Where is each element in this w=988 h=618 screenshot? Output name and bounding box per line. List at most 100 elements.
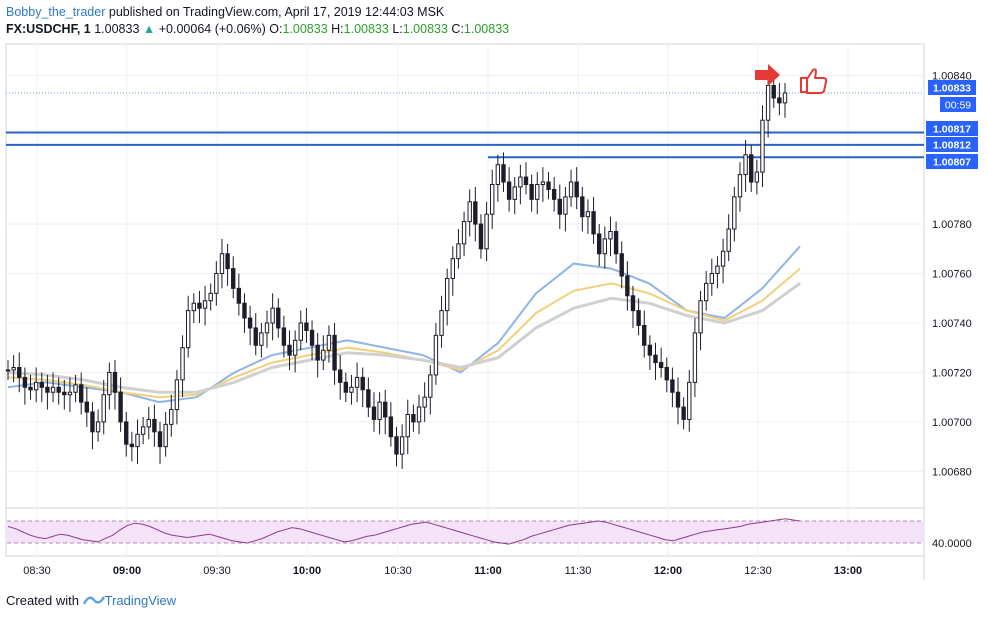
price-tick-label: 1.00740 (932, 318, 972, 330)
candle-up (687, 381, 692, 420)
time-tick-label: 09:00 (113, 565, 141, 577)
current-price-label-bg (928, 80, 976, 95)
candle-up (568, 181, 574, 198)
candle-up (107, 371, 112, 396)
tradingview-brand[interactable]: TradingView (104, 593, 177, 608)
candle-down (636, 310, 641, 326)
candle-down (597, 233, 602, 255)
candle-down (523, 176, 529, 185)
rsi-indicator: 40.0000 (7, 518, 972, 550)
candle-up (726, 228, 731, 252)
candle-down (371, 406, 377, 420)
candle-down (681, 406, 686, 420)
published-text: published on TradingView.com, April 17, … (105, 5, 445, 19)
candle-up (264, 322, 270, 334)
up-triangle-icon: ▲ (142, 22, 156, 36)
candle-down (338, 369, 343, 383)
price-axis[interactable]: 1.00840 1.00780 1.00760 1.00740 1.00720 1.007… (932, 71, 972, 479)
time-tick-label: 12:30 (744, 565, 772, 577)
candle-down (112, 371, 118, 393)
price-pane[interactable] (5, 43, 925, 509)
level-1-label-bg (926, 121, 978, 136)
candle-down (56, 386, 61, 393)
moving-average-line (7, 282, 801, 394)
price-labels: 1.00833 00:59 1.00817 1.00812 1.00807 (926, 80, 978, 169)
open-label: O: (269, 22, 283, 36)
candle-down (613, 230, 619, 255)
candle-down (478, 223, 484, 250)
low-label: L: (392, 22, 403, 36)
candle-up (11, 367, 16, 371)
candle-up (135, 433, 140, 448)
candle-down (749, 154, 754, 183)
candle-up (461, 221, 467, 245)
candle-down (236, 287, 242, 304)
candle-up (416, 406, 422, 423)
candle-down (253, 327, 258, 346)
candle-up (433, 334, 439, 376)
tradingview-logo-icon[interactable] (82, 593, 105, 605)
time-tick-label: 11:00 (474, 565, 502, 577)
candle-up (456, 243, 461, 260)
time-tick-label: 12:00 (654, 565, 682, 577)
candles (5, 73, 788, 469)
publish-header: Bobby_the_trader published on TradingVie… (6, 4, 444, 21)
thumbs-up-icon[interactable] (800, 68, 828, 94)
candle-up (428, 374, 433, 398)
candle-down (332, 334, 337, 371)
candle-up (146, 418, 151, 428)
candle-down (383, 401, 388, 418)
candle-up (737, 174, 743, 198)
moving-averages (7, 245, 801, 404)
candle-up (180, 347, 185, 381)
candle-up (95, 421, 101, 433)
candle-up (33, 381, 39, 391)
candle-down (247, 317, 253, 329)
candle-up (349, 386, 354, 393)
candle-up (377, 401, 382, 420)
candle-down (62, 391, 67, 396)
candle-down (619, 253, 624, 277)
candle-down (304, 322, 309, 331)
candle-up (518, 176, 523, 188)
candle-down (625, 275, 630, 297)
candle-down (670, 379, 675, 393)
candle-down (281, 327, 287, 346)
candle-down (225, 253, 230, 270)
candle-up (585, 211, 591, 218)
candle-up (490, 183, 495, 215)
level-3-label-bg (926, 154, 978, 169)
horizontal-levels[interactable] (6, 92, 924, 159)
symbol-label: FX:USDCHF, 1 (6, 22, 91, 36)
candle-down (580, 196, 585, 218)
candle-up (169, 409, 174, 425)
candle-up (484, 213, 489, 250)
time-axis[interactable]: 08:30 09:00 09:30 10:00 10:30 11:00 11:30 12:00… (23, 565, 862, 577)
level-2-label-bg (926, 137, 978, 152)
time-tick-label: 11:30 (565, 565, 592, 577)
candle-up (540, 181, 546, 185)
author-link[interactable]: Bobby_the_trader (6, 5, 106, 19)
candle-up (439, 310, 444, 336)
candle-down (664, 367, 669, 381)
candle-down (360, 376, 365, 391)
candle-down (557, 198, 562, 215)
candle-up (602, 238, 608, 255)
candle-down (287, 344, 292, 356)
candle-down (473, 201, 478, 225)
current-price-label: 1.00833 (933, 83, 971, 95)
red-arrow-icon[interactable] (755, 64, 780, 86)
candle-up (298, 322, 303, 341)
candle-down (90, 411, 95, 433)
candle-up (185, 310, 191, 349)
candle-down (315, 344, 320, 361)
price-tick-label: 1.00760 (932, 269, 972, 281)
candle-up (292, 339, 298, 356)
candle-up (444, 277, 450, 312)
candle-down (506, 181, 512, 200)
candle-down (501, 164, 506, 183)
candle-down (118, 391, 123, 423)
candle-up (732, 196, 737, 230)
candle-down (642, 324, 647, 346)
